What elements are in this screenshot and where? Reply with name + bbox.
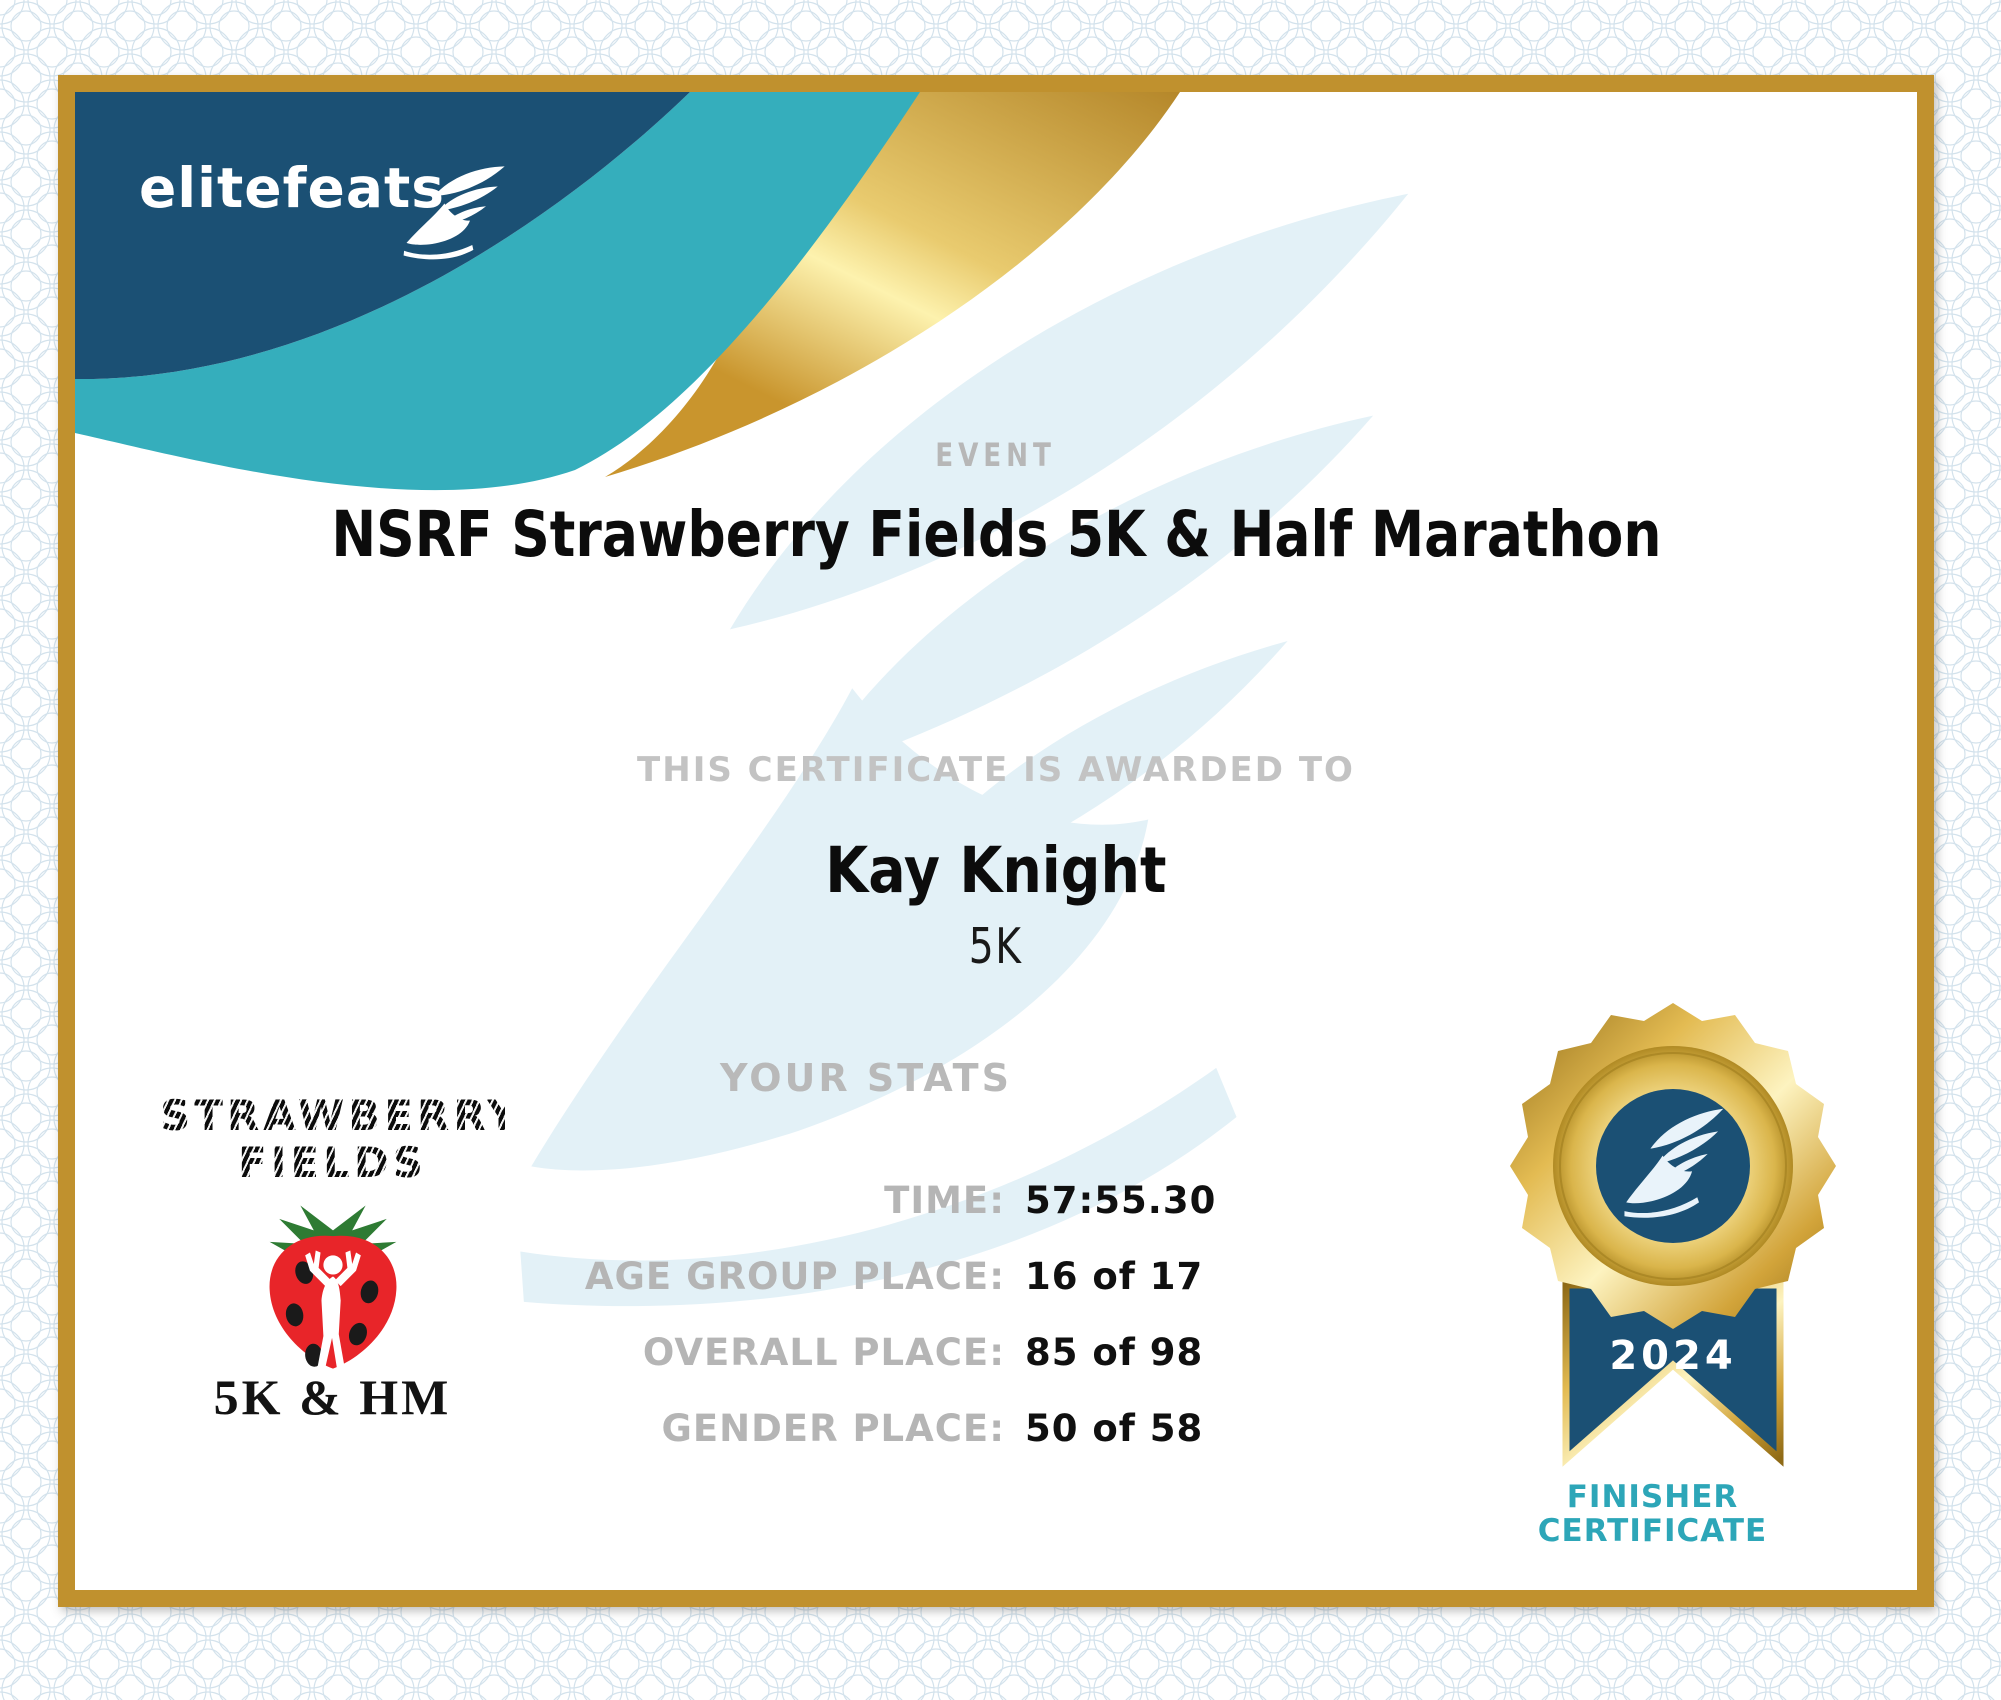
stat-label: GENDER PLACE: bbox=[661, 1406, 1005, 1450]
stats-list: TIME: 57:55.30 AGE GROUP PLACE: 16 of 17… bbox=[75, 1162, 1917, 1466]
event-name-row: NSRF Strawberry Fields 5K & Half Maratho… bbox=[75, 498, 1917, 571]
stat-row-gender-place: GENDER PLACE: 50 of 58 bbox=[75, 1390, 1917, 1466]
brand-wordmark: elitefeats bbox=[139, 156, 445, 220]
winged-foot-icon bbox=[398, 143, 507, 284]
stat-label: AGE GROUP PLACE: bbox=[584, 1254, 1005, 1298]
stats-heading-row: YOUR STATS bbox=[75, 1056, 1657, 1100]
stat-value: 57:55.30 bbox=[1025, 1178, 1217, 1222]
event-label-row: EVENT bbox=[75, 436, 1917, 474]
badge-caption-line2: CERTIFICATE bbox=[1537, 1513, 1768, 1549]
strawberry-icon bbox=[269, 1205, 396, 1369]
stat-row-time: TIME: 57:55.30 bbox=[75, 1162, 1917, 1238]
stat-value: 50 of 58 bbox=[1025, 1406, 1204, 1450]
stat-label: OVERALL PLACE: bbox=[642, 1330, 1005, 1374]
event-logo-line3: 5K & HM bbox=[213, 1369, 452, 1426]
recipient-name: Kay Knight bbox=[825, 834, 1167, 907]
awarded-label-row: THIS CERTIFICATE IS AWARDED TO bbox=[75, 750, 1917, 790]
event-label: EVENT bbox=[935, 436, 1057, 474]
runner-icon bbox=[304, 1250, 361, 1368]
stat-value: 16 of 17 bbox=[1025, 1254, 1204, 1298]
stat-value: 85 of 98 bbox=[1025, 1330, 1204, 1374]
event-name: NSRF Strawberry Fields 5K & Half Maratho… bbox=[330, 498, 1662, 571]
stat-label: TIME: bbox=[884, 1178, 1005, 1222]
header-swoosh bbox=[75, 92, 1180, 491]
awarded-label: THIS CERTIFICATE IS AWARDED TO bbox=[637, 750, 1355, 790]
stats-heading: YOUR STATS bbox=[720, 1056, 1012, 1100]
badge-caption-line1: FINISHER bbox=[1566, 1479, 1739, 1515]
event-logo-line1: STRAWBERRY bbox=[160, 1091, 522, 1140]
event-logo-line2: FIELDS bbox=[160, 1139, 505, 1186]
medal-rosette bbox=[1510, 1003, 1836, 1329]
badge-caption: FINISHER CERTIFICATE bbox=[1475, 1480, 1830, 1548]
stat-row-overall-place: OVERALL PLACE: 85 of 98 bbox=[75, 1314, 1917, 1390]
medal-year: 2024 bbox=[1609, 1333, 1736, 1379]
race-distance: 5K bbox=[969, 918, 1023, 975]
stat-row-age-group-place: AGE GROUP PLACE: 16 of 17 bbox=[75, 1238, 1917, 1314]
race-row: 5K bbox=[75, 918, 1917, 975]
event-logo: STRAWBERRY FIELDS 5K bbox=[160, 1091, 522, 1426]
recipient-row: Kay Knight bbox=[75, 834, 1917, 907]
certificate-frame: elitefeats EVENT NSRF Strawberry Fields … bbox=[58, 75, 1934, 1607]
finisher-medal: 2024 bbox=[1510, 1003, 1836, 1467]
